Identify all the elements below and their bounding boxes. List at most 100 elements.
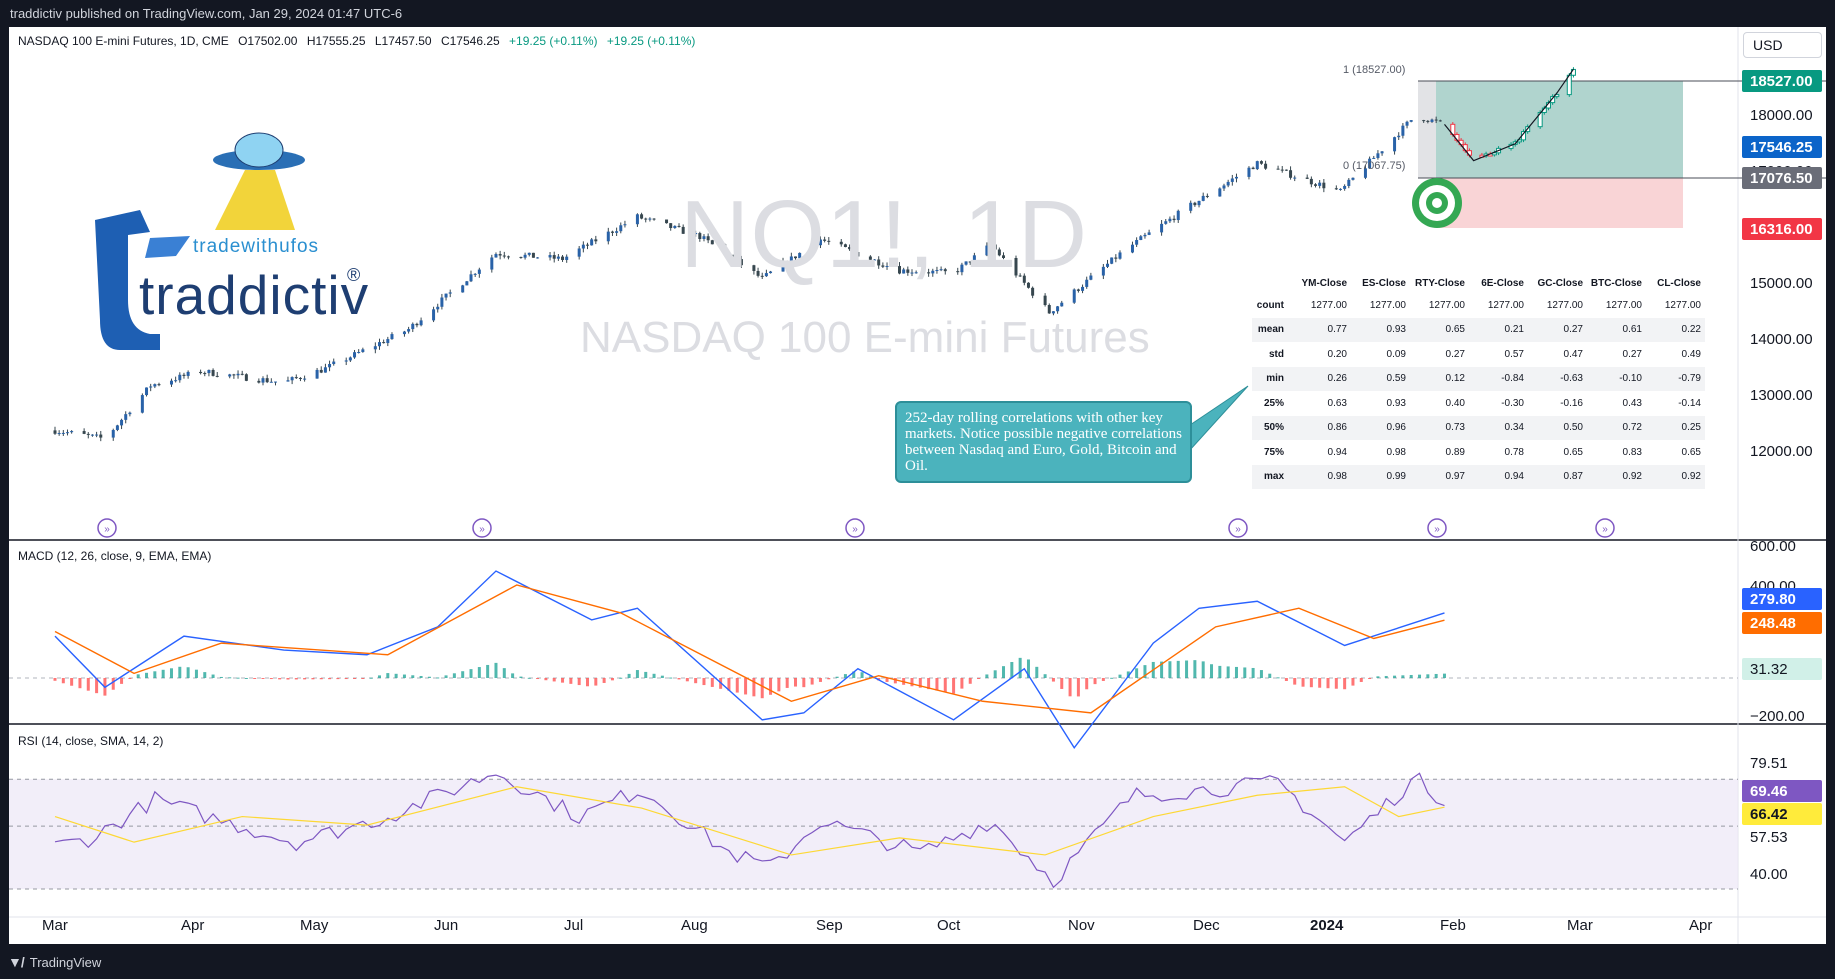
candle-body bbox=[594, 239, 598, 242]
candle-body bbox=[873, 259, 877, 261]
candle-body bbox=[57, 433, 61, 435]
candle-body bbox=[610, 231, 614, 233]
macd-histogram-bar bbox=[1076, 678, 1080, 697]
candle-body bbox=[182, 374, 186, 376]
candle-body bbox=[1089, 275, 1093, 280]
price-badge: 17076.50 bbox=[1742, 167, 1822, 189]
time-tick-label: Jun bbox=[434, 917, 459, 934]
footer: ▼/ TradingView bbox=[8, 954, 101, 970]
stats-cell: -0.30 bbox=[1501, 397, 1524, 409]
stats-cell: 1277.00 bbox=[1487, 299, 1524, 311]
candle-body bbox=[702, 236, 706, 239]
candle-body bbox=[53, 430, 57, 434]
macd-histogram-bar bbox=[1218, 665, 1222, 678]
candle-body bbox=[1376, 153, 1380, 158]
macd-histogram-bar bbox=[952, 678, 956, 694]
candle-body bbox=[1309, 178, 1313, 185]
projection-path bbox=[1444, 68, 1574, 162]
macd-histogram-bar bbox=[1210, 664, 1214, 678]
macd-histogram-bar bbox=[968, 678, 972, 684]
macd-histogram-bar bbox=[1268, 673, 1272, 678]
stats-col-header: YM-Close bbox=[1301, 277, 1347, 289]
candle-body bbox=[86, 433, 90, 435]
stats-cell: 0.83 bbox=[1622, 446, 1642, 458]
macd-histogram-bar bbox=[211, 674, 215, 678]
macd-histogram-bar bbox=[419, 675, 423, 678]
candle-body bbox=[1043, 295, 1047, 306]
macd-histogram-bar bbox=[735, 678, 739, 693]
candle-body bbox=[1314, 184, 1318, 186]
stats-row: 50% 0.86 0.96 0.73 0.34 0.50 0.72 0.25 bbox=[1252, 415, 1705, 440]
rsi-title[interactable]: RSI (14, close, SMA, 14, 2) bbox=[18, 734, 164, 748]
candle-body bbox=[1289, 170, 1293, 178]
candle-body bbox=[436, 306, 440, 310]
candle-body bbox=[877, 259, 881, 266]
annotation-callout[interactable]: 252-day rolling correlations with other … bbox=[895, 401, 1192, 483]
macd-histogram-bar bbox=[427, 676, 431, 678]
candle-body bbox=[477, 269, 481, 274]
stats-row: min 0.26 0.59 0.12 -0.84 -0.63 -0.10 -0.79 bbox=[1252, 366, 1705, 391]
macd-line bbox=[54, 570, 1445, 749]
price-tick-label: 13000.00 bbox=[1750, 387, 1813, 404]
stats-cell: 0.98 bbox=[1292, 464, 1351, 489]
macd-histogram-bar bbox=[1301, 678, 1305, 687]
time-tick-label: Mar bbox=[1567, 917, 1593, 934]
candle-body bbox=[665, 219, 669, 224]
macd-histogram-bar bbox=[685, 678, 689, 682]
candle-body bbox=[382, 342, 386, 344]
macd-histogram-bar bbox=[1110, 677, 1114, 679]
candle-body bbox=[1276, 168, 1280, 170]
candle-body bbox=[1247, 167, 1251, 177]
macd-histogram-bar bbox=[935, 678, 939, 691]
currency-button[interactable]: USD bbox=[1743, 32, 1822, 58]
candle-body bbox=[964, 261, 968, 265]
macd-histogram-bar bbox=[261, 678, 265, 679]
candle-body bbox=[960, 264, 964, 273]
candle-body bbox=[61, 432, 65, 434]
event-marker-glyph: » bbox=[1235, 524, 1241, 535]
footer-brand[interactable]: TradingView bbox=[29, 954, 102, 970]
macd-histogram-bar bbox=[1384, 675, 1388, 678]
candle-body bbox=[1305, 177, 1309, 179]
candle-body bbox=[1197, 200, 1201, 206]
stats-cell: 0.73 bbox=[1410, 415, 1469, 440]
candle-body bbox=[581, 244, 585, 249]
candle-body bbox=[640, 214, 644, 219]
candle-body bbox=[1363, 168, 1367, 178]
macd-histogram-bar bbox=[652, 673, 656, 678]
candle-body bbox=[1143, 234, 1147, 237]
candle-body bbox=[1114, 257, 1118, 259]
candle-body bbox=[203, 373, 207, 375]
macd-histogram-bar bbox=[627, 673, 631, 678]
candle-body bbox=[145, 387, 149, 396]
macd-badge: 279.80 bbox=[1742, 588, 1822, 610]
macd-histogram-bar bbox=[802, 678, 806, 688]
stats-cell: -0.84 bbox=[1469, 366, 1528, 391]
macd-histogram-bar bbox=[1418, 674, 1422, 678]
price-badge: 18527.00 bbox=[1742, 70, 1822, 92]
candle-body bbox=[723, 244, 727, 253]
symbol-name[interactable]: NASDAQ 100 E-mini Futures, 1D, CME bbox=[18, 34, 229, 48]
macd-histogram-bar bbox=[744, 678, 748, 695]
rsi-tick-label: 79.51 bbox=[1750, 755, 1788, 772]
macd-histogram-bar bbox=[361, 678, 365, 679]
macd-histogram-bar bbox=[1185, 660, 1189, 678]
macd-title[interactable]: MACD (12, 26, close, 9, EMA, EMA) bbox=[18, 549, 212, 563]
candle-body bbox=[1205, 195, 1209, 197]
stats-col-header: BTC-Close bbox=[1590, 277, 1642, 289]
candle-body bbox=[1135, 240, 1139, 245]
macd-tick-label: 600.00 bbox=[1750, 538, 1796, 555]
stats-row: 75% 0.94 0.98 0.89 0.78 0.65 0.83 0.65 bbox=[1252, 440, 1705, 465]
candle-body bbox=[810, 245, 814, 253]
stats-cell: 0.63 bbox=[1327, 397, 1347, 409]
candle-body bbox=[519, 256, 523, 258]
macd-histogram-bar bbox=[1293, 678, 1297, 685]
candle-body bbox=[1002, 255, 1006, 259]
macd-histogram-bar bbox=[985, 674, 989, 678]
stats-col-header: CL-Close bbox=[1657, 277, 1701, 289]
stats-cell: 0.94 bbox=[1327, 446, 1347, 458]
candle-body bbox=[931, 270, 935, 274]
candle-body bbox=[615, 231, 619, 233]
macd-histogram-bar bbox=[635, 670, 639, 678]
